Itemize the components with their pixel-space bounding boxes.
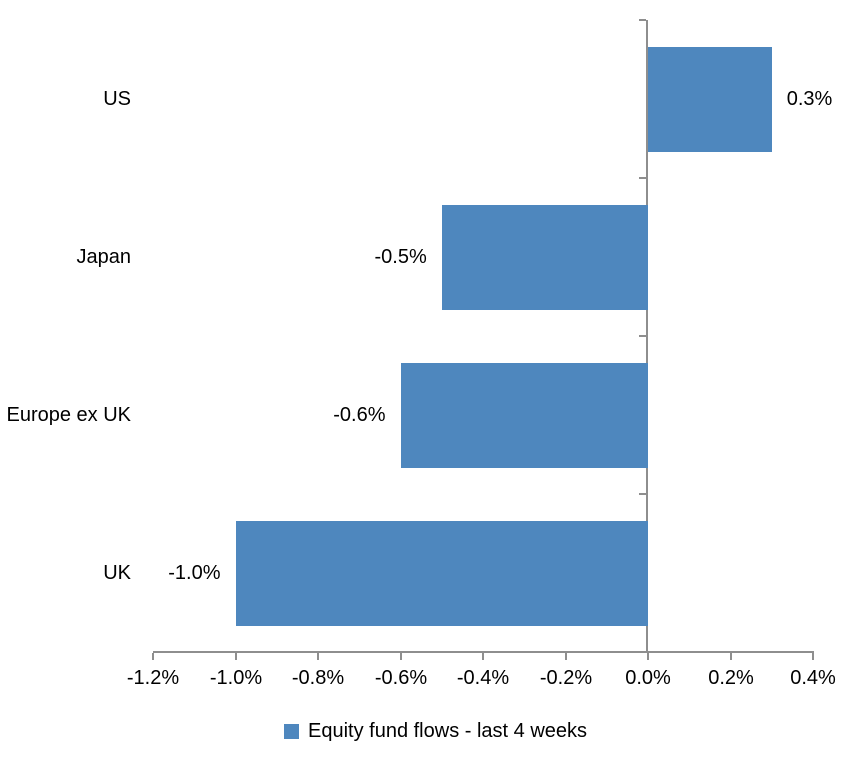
x-axis-tick-label: 0.0% (625, 667, 671, 689)
x-axis-tick (152, 653, 154, 660)
bar-uk (235, 520, 648, 626)
x-axis-tick (482, 653, 484, 660)
x-axis-tick-label: -0.8% (291, 667, 345, 689)
x-axis-tick (400, 653, 402, 660)
category-label: UK (103, 562, 131, 584)
bar-japan (441, 204, 648, 310)
x-axis-tick (812, 653, 814, 660)
bar-us (648, 46, 772, 152)
category-axis-tick (639, 335, 646, 337)
x-axis-tick-label: -0.6% (374, 667, 428, 689)
x-axis-tick-label: 0.4% (790, 667, 836, 689)
category-label: Japan (76, 246, 132, 268)
x-axis-tick (565, 653, 567, 660)
x-axis-tick-label: -0.4% (456, 667, 510, 689)
x-axis-line (153, 651, 814, 653)
category-axis-line (646, 20, 648, 653)
category-label: Europe ex UK (6, 404, 131, 426)
category-axis-tick (639, 177, 646, 179)
bar-europe-ex-uk (400, 362, 648, 468)
bar-value-label: 0.3% (786, 88, 833, 110)
category-axis-tick (639, 651, 646, 653)
bar-value-label: -0.6% (333, 404, 386, 426)
x-axis-tick (730, 653, 732, 660)
legend-swatch-icon (284, 723, 299, 739)
category-label: US (103, 88, 131, 110)
bar-value-label: -1.0% (168, 562, 221, 584)
x-axis-tick (317, 653, 319, 660)
x-axis-tick (235, 653, 237, 660)
legend-label: Equity fund flows - last 4 weeks (308, 720, 588, 742)
x-axis-tick-label: -1.0% (209, 667, 263, 689)
category-axis-tick (639, 493, 646, 495)
x-axis-tick-label: 0.2% (708, 667, 754, 689)
bar-value-label: -0.5% (374, 246, 427, 268)
category-axis-tick (639, 19, 646, 21)
legend: Equity fund flows - last 4 weeks (284, 720, 587, 742)
x-axis-tick-label: -0.2% (539, 667, 593, 689)
x-axis-tick (647, 653, 649, 660)
x-axis-tick-label: -1.2% (126, 667, 180, 689)
